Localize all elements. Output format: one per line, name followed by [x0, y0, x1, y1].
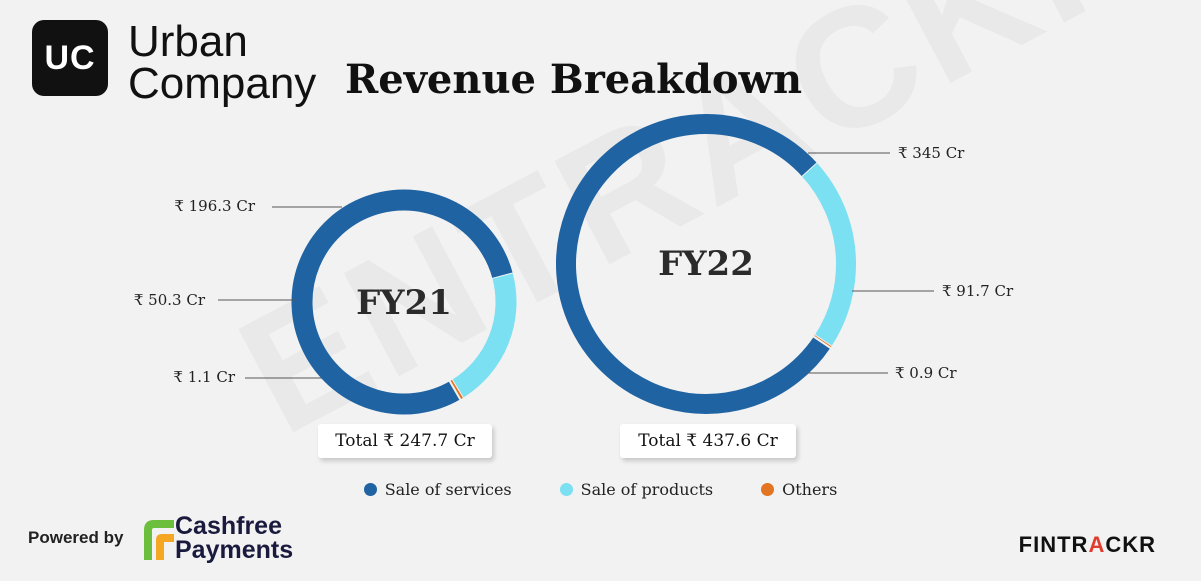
cashfree-line-2: Payments: [175, 536, 294, 564]
value-label-services: ₹ 345 Cr: [898, 144, 965, 162]
legend-label: Sale of services: [384, 480, 512, 499]
value-label-others: ₹ 0.9 Cr: [895, 364, 957, 382]
fintrackr-part-3: CKR: [1105, 532, 1156, 557]
total-fy21: Total ₹ 247.7 Cr: [318, 424, 492, 458]
donut-fy21: ₹ 196.3 Cr ₹ 50.3 Cr ₹ 1.1 Cr FY21: [134, 189, 517, 415]
value-label-products: ₹ 50.3 Cr: [134, 291, 206, 309]
value-label-products: ₹ 91.7 Cr: [942, 282, 1014, 300]
legend-dot-services: [363, 483, 377, 496]
slice-services: [291, 189, 513, 415]
chart-title: Revenue Breakdown: [345, 56, 803, 103]
legend-item-products: Sale of products: [559, 480, 714, 499]
fintrackr-part-1: FINTR: [1018, 532, 1089, 557]
donut-fy22: ₹ 345 Cr ₹ 91.7 Cr ₹ 0.9 Cr FY22: [556, 114, 1014, 414]
legend-item-others: Others: [761, 480, 837, 499]
urban-company-logo: UC: [32, 20, 108, 96]
cashfree-logo-icon: [144, 520, 174, 560]
cashfree-line-1: Cashfree: [175, 512, 282, 540]
legend-label: Others: [782, 480, 838, 499]
fintrackr-logo: FINTRACKR: [1019, 532, 1156, 558]
legend: Sale of services Sale of products Others: [0, 480, 1201, 499]
legend-dot-others: [761, 483, 775, 496]
slice-services: [556, 114, 831, 414]
center-label: FY21: [356, 283, 452, 323]
powered-by-text: Powered by: [28, 528, 124, 547]
legend-label: Sale of products: [580, 480, 714, 499]
value-label-services: ₹ 196.3 Cr: [174, 197, 255, 215]
total-fy22: Total ₹ 437.6 Cr: [620, 424, 796, 458]
center-label: FY22: [658, 244, 754, 284]
legend-dot-products: [559, 483, 573, 496]
value-label-others: ₹ 1.1 Cr: [173, 368, 235, 386]
fintrackr-part-2: A: [1088, 532, 1106, 557]
brand-line-2: Company: [128, 59, 317, 108]
legend-item-services: Sale of services: [363, 480, 512, 499]
slice-separator: [812, 335, 832, 350]
brand-line-1: Urban: [128, 17, 248, 66]
slice-products: [802, 163, 856, 347]
slice-separator: [448, 379, 462, 401]
slice-products: [451, 273, 517, 398]
